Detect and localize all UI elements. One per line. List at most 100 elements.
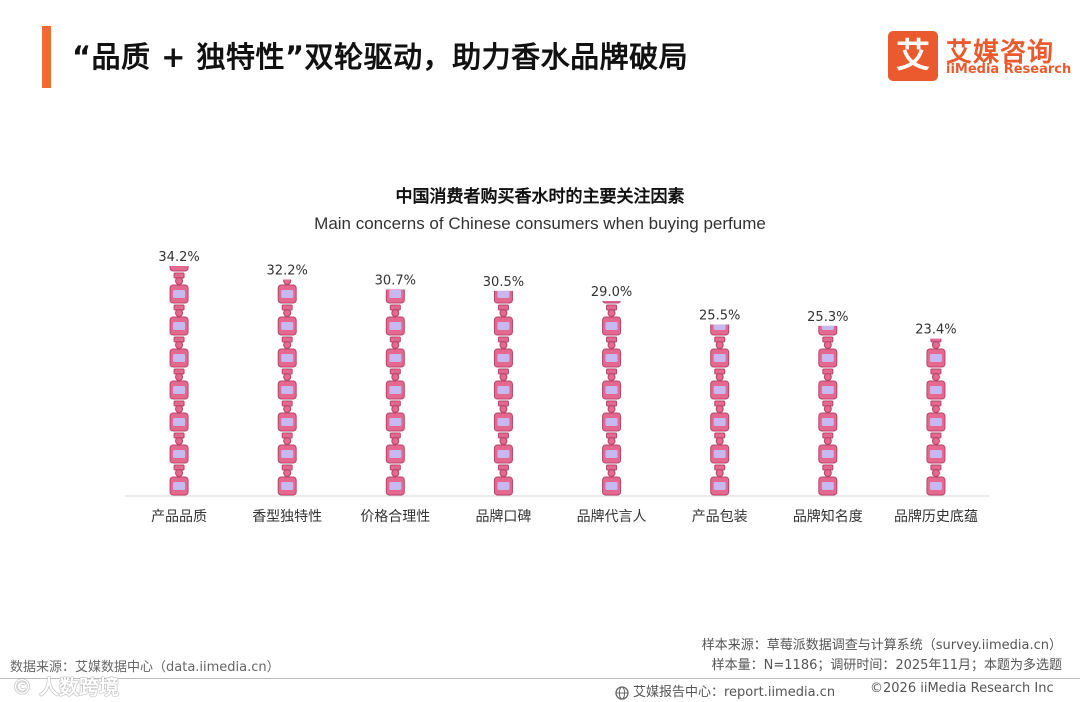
bottle-icon xyxy=(169,432,189,464)
bar-香型独特性 xyxy=(277,279,297,496)
bottle-icon xyxy=(169,368,189,400)
bottle-icon xyxy=(277,400,297,432)
bottle-icon xyxy=(385,464,405,496)
data-label: 34.2% xyxy=(158,250,199,265)
bottle-icon xyxy=(385,400,405,432)
logo-name-cn: 艾媒咨询 xyxy=(946,38,1055,68)
category-label: 香型独特性 xyxy=(252,509,322,525)
bottle-icon xyxy=(493,336,513,368)
bar-价格合理性 xyxy=(385,241,405,496)
iimedia-logo: 艾 艾媒咨询 iiMedia Research xyxy=(888,31,1071,81)
footer-divider xyxy=(0,678,1080,679)
data-label: 30.5% xyxy=(483,275,524,290)
bottle-icon xyxy=(494,241,512,271)
logo-name-en: iiMedia Research xyxy=(946,62,1072,77)
bottle-icon xyxy=(277,432,297,464)
report-center-text: 艾媒报告中心：report.iimedia.cn xyxy=(633,685,836,700)
bottle-icon xyxy=(493,400,513,432)
bottle-icon xyxy=(710,464,730,496)
bar-产品品质 xyxy=(169,209,189,496)
bar-品牌代言人 xyxy=(602,241,622,496)
bottle-icon xyxy=(710,324,730,336)
chart-title: 中国消费者购买香水时的主要关注因素 xyxy=(395,187,685,207)
bottle-icon xyxy=(385,289,405,304)
bottle-icon xyxy=(386,241,404,271)
bar-产品包装 xyxy=(710,273,730,496)
title-accent-bar xyxy=(42,26,51,88)
bottle-icon xyxy=(602,432,622,464)
bottle-icon xyxy=(169,336,189,368)
bottle-icon xyxy=(818,325,838,336)
bottle-icon xyxy=(602,464,622,496)
bottle-icon xyxy=(818,368,838,400)
bottle-icon xyxy=(602,400,622,432)
bottle-icon xyxy=(926,464,946,496)
bottle-icon xyxy=(603,241,621,271)
category-label: 价格合理性 xyxy=(360,509,430,525)
bottle-icon xyxy=(277,368,297,400)
bottle-icon xyxy=(819,273,837,303)
chart-subtitle: Main concerns of Chinese consumers when … xyxy=(314,214,766,233)
page-title: “品质 + 独特性”双轮驱动，助力香水品牌破局 xyxy=(72,40,689,74)
bottle-icon xyxy=(385,432,405,464)
bottle-icon xyxy=(493,432,513,464)
bottle-icon xyxy=(711,273,729,303)
bottle-icon xyxy=(385,368,405,400)
bottle-icon xyxy=(169,266,189,272)
bottle-icon xyxy=(926,368,946,400)
bar-品牌口碑 xyxy=(493,241,513,496)
bottle-icon xyxy=(818,400,838,432)
category-label: 品牌代言人 xyxy=(577,508,647,525)
bottle-icon xyxy=(710,432,730,464)
bottle-icon xyxy=(710,336,730,368)
watermark: © 人数跨境 xyxy=(12,675,119,699)
bottle-icon xyxy=(493,304,513,336)
bottle-icon xyxy=(926,400,946,432)
bottle-icon xyxy=(926,338,946,368)
bottle-icon xyxy=(277,336,297,368)
category-label: 品牌历史底蕴 xyxy=(894,508,978,525)
bottle-icon xyxy=(602,368,622,400)
bottle-icon xyxy=(818,464,838,496)
bottle-icon xyxy=(385,304,405,336)
data-label: 30.7% xyxy=(375,274,416,289)
bottle-icon xyxy=(926,432,946,464)
bottle-icon xyxy=(710,368,730,400)
bottle-icon xyxy=(170,209,188,239)
data-label: 29.0% xyxy=(591,285,632,300)
category-label: 产品包装 xyxy=(692,509,748,525)
sample-size-note: 样本量：N=1186；调研时间：2025年11月；本题为多选题 xyxy=(711,658,1062,673)
bottle-icon xyxy=(493,368,513,400)
bottle-icon xyxy=(169,304,189,336)
bottle-icon xyxy=(385,336,405,368)
bottle-icon xyxy=(277,279,297,304)
data-label: 25.5% xyxy=(699,309,740,324)
data-label: 25.3% xyxy=(807,310,848,325)
globe-icon xyxy=(615,685,629,700)
data-source-note: 数据来源：艾媒数据中心（data.iimedia.cn） xyxy=(10,660,280,675)
bottle-icon xyxy=(169,272,189,304)
bottle-icon xyxy=(277,304,297,336)
copyright-text: ©2026 iiMedia Research Inc xyxy=(870,681,1054,696)
data-label: 32.2% xyxy=(267,263,308,278)
bottle-icon xyxy=(818,336,838,368)
report-center-link[interactable]: 艾媒报告中心：report.iimedia.cn xyxy=(615,681,835,700)
bottle-icon xyxy=(493,290,513,304)
bar-品牌历史底蕴 xyxy=(926,338,946,496)
bottle-icon xyxy=(493,464,513,496)
category-label: 品牌口碑 xyxy=(475,508,531,525)
category-label: 品牌知名度 xyxy=(793,508,863,525)
bottle-icon xyxy=(169,400,189,432)
bottle-icon xyxy=(602,300,621,304)
bar-品牌知名度 xyxy=(818,273,838,496)
sample-source-note: 样本来源：草莓派数据调查与计算系统（survey.iimedia.cn） xyxy=(701,638,1062,653)
bottle-icon xyxy=(818,432,838,464)
category-label: 产品品质 xyxy=(151,509,207,525)
bottle-icon xyxy=(602,336,622,368)
logo-mark: 艾 xyxy=(888,31,938,81)
bottle-icon xyxy=(710,400,730,432)
data-label: 23.4% xyxy=(915,323,956,338)
sample-notes: 样本来源：草莓派数据调查与计算系统（survey.iimedia.cn） 样本量… xyxy=(702,636,1062,676)
bottle-icon xyxy=(602,304,622,336)
